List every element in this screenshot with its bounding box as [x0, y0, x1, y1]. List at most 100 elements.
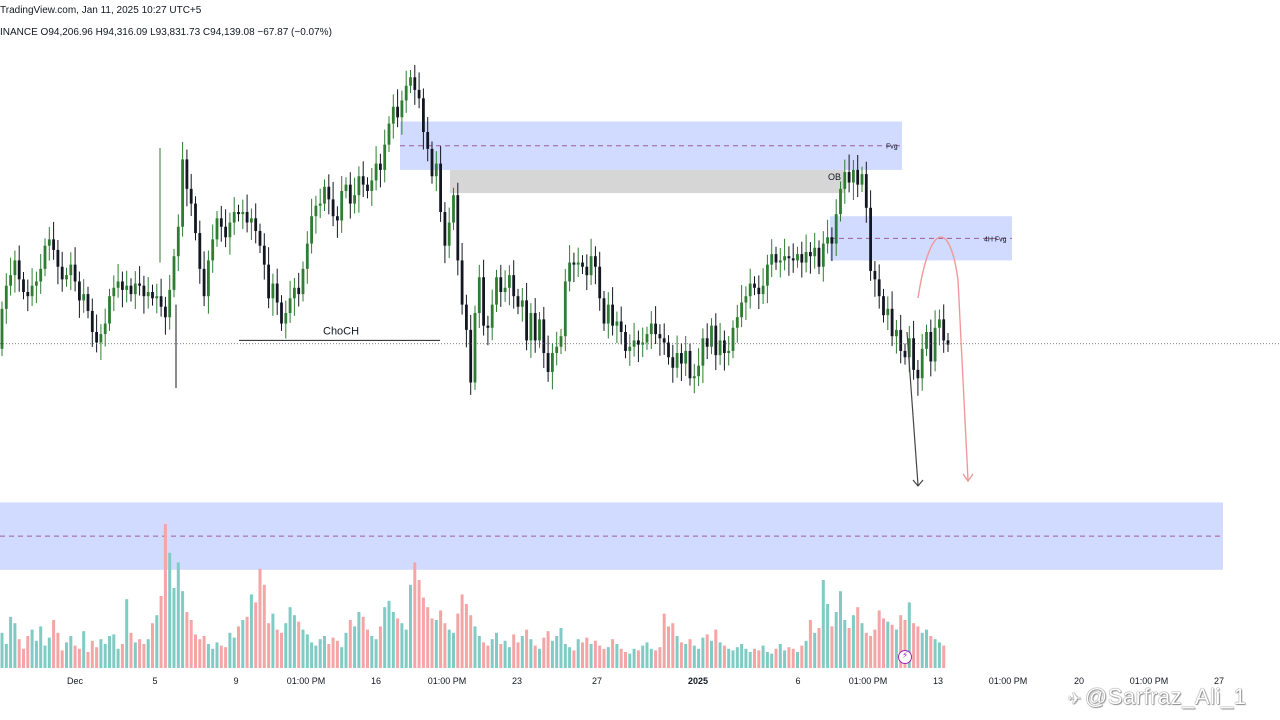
candle — [830, 227, 834, 262]
volume-bar — [688, 639, 692, 668]
candle — [301, 261, 305, 302]
candle — [697, 348, 700, 387]
candle-body — [563, 281, 567, 337]
candle-body — [568, 262, 571, 282]
candle — [4, 273, 8, 324]
candle — [886, 296, 890, 331]
candle — [563, 269, 567, 352]
candle — [495, 269, 498, 312]
candle-body — [219, 218, 223, 227]
candle — [929, 319, 933, 377]
candle-body — [245, 212, 249, 223]
volume-bar — [142, 644, 146, 668]
candle — [17, 245, 21, 292]
candle — [297, 272, 301, 307]
candle — [637, 330, 640, 363]
candle-body — [611, 304, 614, 326]
candle — [133, 271, 137, 310]
volume-bar — [374, 639, 378, 668]
volume-bar — [310, 642, 314, 668]
volume-bar — [585, 637, 589, 668]
candle — [839, 181, 842, 222]
volume-bar — [731, 650, 735, 668]
candle-body — [151, 291, 154, 299]
candle-body — [770, 254, 774, 265]
candle — [551, 343, 554, 390]
volume-bar — [228, 632, 232, 668]
volume-bar — [0, 632, 4, 668]
candle — [744, 286, 748, 320]
candle-body — [215, 218, 219, 240]
candle — [353, 177, 356, 214]
candle-body — [237, 212, 240, 215]
candle — [692, 363, 696, 394]
volume-bar — [280, 632, 283, 668]
volume-bar — [370, 636, 374, 668]
candle-body — [387, 123, 391, 145]
volume-bar — [920, 632, 924, 668]
volume-bar — [675, 636, 679, 668]
candle — [366, 177, 369, 199]
candle — [434, 151, 438, 192]
candle-body — [267, 264, 270, 299]
candle — [86, 286, 90, 319]
candle — [159, 278, 163, 317]
candle — [344, 177, 348, 199]
candle-body — [516, 296, 520, 307]
candle — [396, 89, 399, 128]
candle — [727, 335, 731, 366]
volume-bar — [52, 620, 56, 668]
candle-body — [757, 287, 761, 295]
volume-bar — [163, 524, 167, 668]
candle — [305, 231, 309, 284]
volume-bar — [39, 626, 43, 668]
candle-body — [692, 376, 696, 379]
candle — [684, 335, 688, 376]
volume-bar — [331, 637, 335, 668]
candle — [460, 242, 464, 315]
volume-bar — [172, 588, 176, 668]
volume-bar — [826, 604, 830, 668]
candle — [546, 335, 550, 382]
candle — [103, 308, 107, 347]
volume-bar — [791, 648, 795, 668]
candle — [869, 190, 872, 281]
candle — [400, 90, 404, 135]
volume-bar — [189, 620, 193, 668]
candle-body — [202, 268, 206, 297]
candle — [658, 324, 662, 356]
volume-bar — [456, 613, 460, 668]
volume-bar — [447, 629, 451, 668]
volume-bar — [817, 628, 821, 668]
candle — [920, 333, 924, 391]
candle-body — [714, 325, 718, 356]
volume-bar — [241, 620, 245, 668]
volume-bar — [387, 600, 391, 668]
candle-body — [916, 369, 920, 379]
x-tick-label: 01:00 PM — [989, 676, 1028, 686]
candle — [912, 320, 915, 380]
candle-body — [890, 308, 894, 337]
volume-bar — [318, 639, 322, 668]
candle-body — [164, 306, 167, 318]
candle-body — [370, 180, 374, 191]
candle — [753, 276, 756, 296]
lightning-icon[interactable]: ⚡ — [898, 650, 912, 664]
volume-bar — [507, 647, 511, 668]
candle — [615, 311, 619, 344]
volume-bar — [275, 629, 279, 668]
candle-body — [843, 172, 847, 189]
candle-body — [366, 184, 369, 191]
candle-body — [176, 226, 180, 257]
candle — [452, 187, 455, 230]
volume-bar — [224, 647, 228, 668]
candle-body — [869, 207, 872, 271]
volume-bar — [942, 645, 946, 668]
candle — [903, 343, 907, 365]
candle-body — [47, 239, 51, 246]
volume-bar — [929, 636, 933, 668]
candle — [856, 154, 860, 198]
volume-bar — [499, 644, 503, 668]
volume-bar — [572, 650, 576, 668]
